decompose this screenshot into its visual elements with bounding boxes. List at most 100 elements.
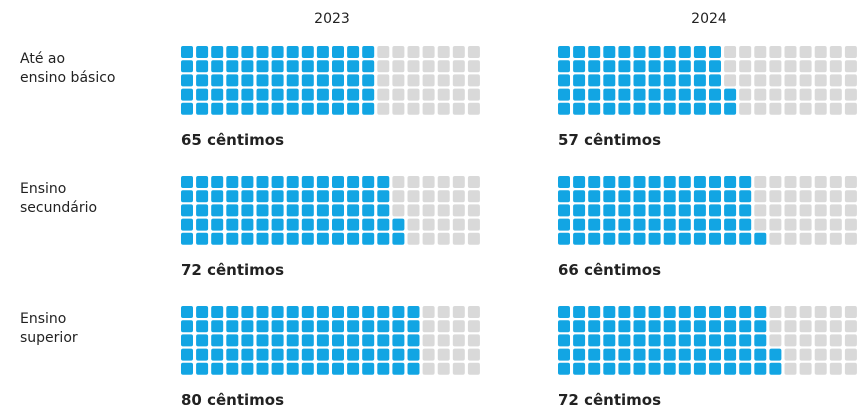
- filled-square: [603, 320, 616, 333]
- filled-square: [226, 320, 239, 333]
- filled-square: [196, 362, 209, 375]
- filled-square: [678, 74, 691, 87]
- filled-square: [709, 46, 721, 58]
- filled-square: [226, 60, 239, 73]
- filled-square: [211, 176, 224, 188]
- filled-square: [347, 334, 360, 347]
- filled-square: [301, 176, 314, 188]
- filled-square: [211, 102, 224, 115]
- filled-square: [754, 362, 767, 375]
- filled-square: [739, 204, 752, 217]
- filled-square: [618, 218, 631, 231]
- filled-square: [618, 60, 631, 73]
- empty-square: [452, 46, 465, 58]
- filled-square: [663, 204, 676, 217]
- empty-square: [769, 88, 782, 101]
- filled-square: [301, 190, 314, 203]
- filled-square: [362, 362, 375, 375]
- empty-square: [407, 88, 420, 101]
- empty-square: [739, 88, 752, 101]
- filled-square: [603, 176, 616, 188]
- filled-square: [709, 204, 721, 217]
- filled-square: [181, 204, 193, 217]
- empty-square: [467, 102, 480, 115]
- filled-square: [739, 176, 752, 188]
- filled-square: [603, 102, 616, 115]
- filled-square: [362, 74, 375, 87]
- filled-square: [558, 320, 570, 333]
- empty-square: [739, 60, 752, 73]
- filled-square: [256, 348, 269, 361]
- filled-square: [633, 88, 646, 101]
- filled-square: [316, 204, 329, 217]
- filled-square: [241, 190, 254, 203]
- filled-square: [362, 334, 375, 347]
- filled-square: [754, 232, 767, 245]
- empty-square: [814, 348, 827, 361]
- empty-square: [407, 232, 420, 245]
- filled-square: [588, 320, 601, 333]
- empty-square: [407, 102, 420, 115]
- filled-square: [558, 204, 570, 217]
- filled-square: [181, 190, 193, 203]
- empty-square: [769, 102, 782, 115]
- empty-square: [467, 204, 480, 217]
- empty-square: [784, 102, 797, 115]
- empty-square: [799, 102, 812, 115]
- filled-square: [226, 88, 239, 101]
- empty-square: [739, 102, 752, 115]
- filled-square: [241, 348, 254, 361]
- filled-square: [558, 102, 570, 115]
- filled-square: [618, 74, 631, 87]
- empty-square: [799, 306, 812, 318]
- filled-square: [301, 46, 314, 58]
- filled-square: [347, 74, 360, 87]
- empty-square: [829, 320, 842, 333]
- empty-square: [437, 362, 450, 375]
- filled-square: [618, 232, 631, 245]
- empty-square: [844, 190, 857, 203]
- empty-square: [467, 334, 480, 347]
- empty-square: [844, 320, 857, 333]
- filled-square: [256, 218, 269, 231]
- filled-square: [633, 334, 646, 347]
- filled-square: [558, 348, 570, 361]
- filled-square: [271, 204, 284, 217]
- empty-square: [377, 60, 390, 73]
- waffle: [181, 306, 480, 375]
- empty-square: [784, 88, 797, 101]
- filled-square: [347, 306, 360, 318]
- filled-square: [377, 232, 390, 245]
- filled-square: [573, 306, 586, 318]
- filled-square: [663, 46, 676, 58]
- filled-square: [603, 348, 616, 361]
- year-label: 2023: [314, 11, 350, 27]
- filled-square: [211, 218, 224, 231]
- empty-square: [844, 334, 857, 347]
- filled-square: [618, 306, 631, 318]
- filled-square: [241, 320, 254, 333]
- empty-square: [829, 190, 842, 203]
- filled-square: [316, 334, 329, 347]
- filled-square: [392, 348, 405, 361]
- empty-square: [814, 176, 827, 188]
- empty-square: [422, 320, 435, 333]
- filled-square: [678, 362, 691, 375]
- filled-square: [754, 320, 767, 333]
- category-label: Até ao ensino básico: [20, 51, 116, 86]
- filled-square: [588, 218, 601, 231]
- filled-square: [739, 334, 752, 347]
- empty-square: [799, 176, 812, 188]
- value-label: 65 cêntimos: [181, 131, 285, 149]
- filled-square: [558, 176, 570, 188]
- filled-square: [573, 362, 586, 375]
- filled-square: [724, 306, 737, 318]
- filled-square: [573, 74, 586, 87]
- filled-square: [377, 306, 390, 318]
- filled-square: [588, 46, 601, 58]
- filled-square: [196, 102, 209, 115]
- filled-square: [301, 334, 314, 347]
- empty-square: [799, 218, 812, 231]
- empty-square: [422, 88, 435, 101]
- empty-square: [829, 362, 842, 375]
